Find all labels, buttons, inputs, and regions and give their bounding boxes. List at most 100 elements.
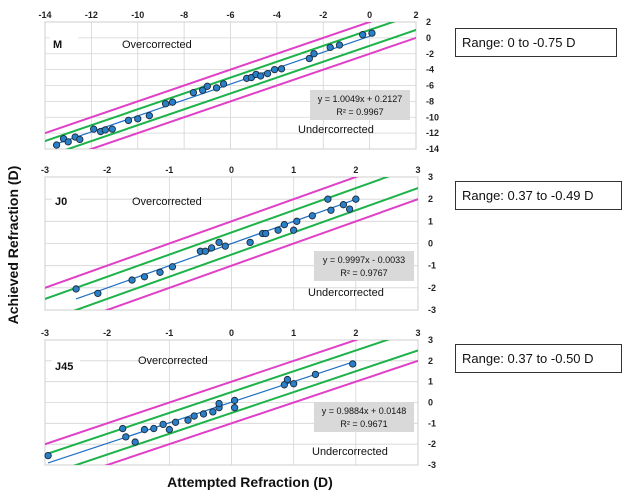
undercorrected-label-m: Undercorrected [298, 124, 374, 136]
data-point-j45 [280, 381, 288, 389]
data-point-j0 [156, 268, 164, 276]
panel-label-m: M [53, 39, 62, 51]
y-tick-label-j0: 1 [428, 216, 433, 226]
x-tick-label-j0: 0 [229, 165, 234, 175]
data-point-m [199, 86, 207, 94]
data-point-j0 [201, 247, 210, 255]
equation-text-j0: y = 0.9997x - 0.0033 [323, 255, 405, 265]
x-tick-label-m: 2 [413, 10, 418, 20]
y-tick-label-m: 2 [426, 17, 431, 27]
data-point-j45 [215, 399, 223, 408]
equation-box-j0 [314, 251, 414, 281]
data-point-m [368, 29, 376, 37]
undercorrected-label-j45: Undercorrected [312, 446, 388, 458]
data-point-j45 [199, 410, 208, 418]
undercorrected-label-j0: Undercorrected [308, 287, 384, 299]
y-tick-label-m: -4 [426, 65, 434, 75]
data-point-j45 [290, 380, 298, 388]
outer-band-upper-m [45, 22, 373, 135]
panel-j0: -3 -2 -1 0 1 2 33 2 1 0 -1 -2 -3 J0 Overcorrected Under… [41, 165, 436, 315]
data-point-j0 [215, 238, 223, 247]
inner-band-lower-j0 [73, 187, 418, 310]
y-tick-label-m: -12 [426, 128, 439, 138]
data-point-j0 [94, 289, 102, 298]
data-point-m [263, 69, 272, 78]
data-point-j0 [290, 226, 298, 234]
x-tick-label-m: -12 [85, 10, 98, 20]
y-tick-label-j0: 0 [428, 239, 433, 249]
y-tick-label-m: -10 [426, 112, 439, 122]
range-box-j0: Range: 0.37 to -0.49 D [455, 181, 622, 210]
x-tick-label-m: -4 [273, 10, 281, 20]
data-point-m [134, 115, 142, 123]
data-point-j0 [168, 263, 177, 271]
equation-text-j45: y = 0.9884x + 0.0148 [322, 406, 407, 416]
data-point-m [76, 135, 84, 144]
y-tick-label-j45: 2 [428, 356, 433, 366]
y-tick-label-m: -2 [426, 49, 434, 59]
outer-band-upper-j0 [45, 177, 359, 289]
overcorrected-label-j45: Overcorrected [138, 355, 208, 367]
inner-band-upper-j0 [45, 177, 390, 300]
data-point-j0 [274, 226, 282, 234]
data-point-j45 [184, 416, 192, 424]
outer-band-lower-m [88, 36, 416, 149]
outer-band-lower-j45 [104, 359, 418, 465]
x-tick-label-j45: 3 [415, 328, 420, 338]
y-tick-label-j45: 1 [428, 377, 433, 387]
inner-band-upper-m [45, 22, 396, 143]
x-axis-label: Attempted Refraction (D) [167, 474, 333, 490]
data-point-m [64, 138, 72, 146]
x-tick-label-j45: -2 [103, 328, 111, 338]
data-point-j0 [308, 212, 316, 220]
data-point-j0 [262, 229, 270, 238]
data-point-m [256, 72, 265, 80]
data-point-m [145, 112, 153, 120]
x-tick-label-j0: -3 [41, 165, 49, 175]
data-point-m [219, 80, 228, 88]
data-point-m [277, 65, 286, 73]
x-tick-label-m: -2 [319, 10, 327, 20]
y-tick-label-j0: -2 [428, 283, 436, 293]
data-point-m [359, 31, 367, 39]
r-squared-text-j0: R² = 0.9767 [340, 268, 387, 278]
data-point-m [203, 82, 211, 90]
equation-text-m: y = 1.0049x + 0.2127 [318, 94, 403, 104]
x-tick-label-j0: 3 [415, 165, 420, 175]
range-box-m: Range: 0 to -0.75 D [455, 28, 617, 57]
data-point-j0 [339, 201, 348, 209]
y-tick-label-m: -14 [426, 144, 439, 154]
data-point-m [212, 84, 221, 92]
data-point-m [168, 98, 177, 106]
data-point-j45 [44, 451, 52, 460]
panel-j45: -3 -2 -1 0 1 2 33 2 1 0 -1 -2 -3 J45 Overcorrected Unde… [41, 328, 436, 470]
y-tick-label-m: -8 [426, 96, 434, 106]
x-tick-label-j45: -1 [165, 328, 173, 338]
data-point-m [124, 116, 133, 125]
y-axis-label: Achieved Refraction (D) [5, 165, 21, 325]
y-tick-label-j45: 0 [428, 398, 433, 408]
x-tick-label-m: -10 [131, 10, 144, 20]
x-tick-label-j0: -1 [165, 165, 173, 175]
y-tick-label-j0: 3 [428, 172, 433, 182]
outer-band-upper-j45 [45, 340, 359, 446]
range-text-j45: Range: 0.37 to -0.50 D [462, 351, 594, 366]
x-tick-label-m: -6 [226, 10, 234, 20]
data-point-j45 [165, 425, 173, 434]
data-point-j0 [280, 221, 288, 229]
data-point-j0 [207, 244, 216, 252]
data-point-m [90, 125, 98, 133]
x-tick-label-j45: 1 [291, 328, 296, 338]
x-tick-label-j0: 1 [291, 165, 296, 175]
y-tick-label-j0: 2 [428, 194, 433, 204]
data-point-j45 [150, 424, 158, 433]
data-point-j45 [119, 424, 127, 433]
panel-label-j45: J45 [55, 361, 73, 373]
y-tick-label-j0: -1 [428, 261, 436, 271]
r-squared-text-j45: R² = 0.9671 [340, 419, 387, 429]
data-point-m [270, 65, 279, 74]
x-tick-label-j0: 2 [353, 165, 358, 175]
data-point-j0 [345, 205, 354, 213]
y-tick-label-m: 0 [426, 33, 431, 43]
range-text-j0: Range: 0.37 to -0.49 D [462, 188, 594, 203]
